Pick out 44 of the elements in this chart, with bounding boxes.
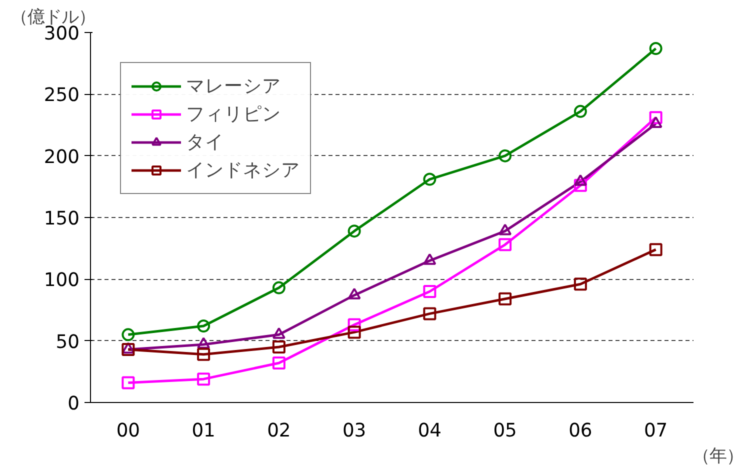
point <box>574 104 587 118</box>
point <box>498 292 512 306</box>
y-tick-label: 300 <box>44 24 80 44</box>
y-tick-label: 150 <box>44 208 80 230</box>
point <box>423 285 436 298</box>
point <box>197 320 210 333</box>
point <box>348 326 361 339</box>
point <box>498 149 512 162</box>
x-axis-title: （年） <box>692 446 744 466</box>
point <box>574 278 587 291</box>
legend-label: マレーシア <box>186 75 281 99</box>
point <box>348 318 361 332</box>
x-tick-label: 07 <box>644 420 668 442</box>
x-tick-label: 02 <box>267 420 291 442</box>
legend-label: インドネシア <box>186 159 300 183</box>
point <box>423 307 436 320</box>
point <box>498 238 512 252</box>
x-tick-label: 01 <box>192 420 216 442</box>
point <box>272 340 286 354</box>
y-tick-label: 50 <box>56 332 80 353</box>
y-tick-label: 250 <box>44 85 80 106</box>
point <box>197 337 210 349</box>
x-tick-label: 05 <box>493 420 517 442</box>
legend-label: タイ <box>186 131 224 155</box>
x-tick-label: 03 <box>342 420 366 442</box>
point <box>574 178 587 192</box>
point <box>348 224 361 238</box>
y-tick-label: 0 <box>68 394 80 414</box>
point <box>649 42 662 56</box>
point <box>197 372 210 386</box>
point <box>122 376 135 390</box>
point <box>197 348 210 361</box>
legend-label: フィリピン <box>186 103 281 127</box>
y-tick-label: 200 <box>44 146 80 168</box>
point <box>423 172 436 186</box>
y-tick-label: 100 <box>44 270 80 292</box>
point <box>122 328 135 342</box>
point <box>649 111 662 124</box>
point <box>272 281 286 294</box>
x-tick-label: 00 <box>116 420 140 442</box>
point <box>272 356 286 370</box>
x-tick-label: 06 <box>568 420 592 442</box>
x-tick-label: 04 <box>418 420 442 442</box>
point <box>649 243 662 256</box>
